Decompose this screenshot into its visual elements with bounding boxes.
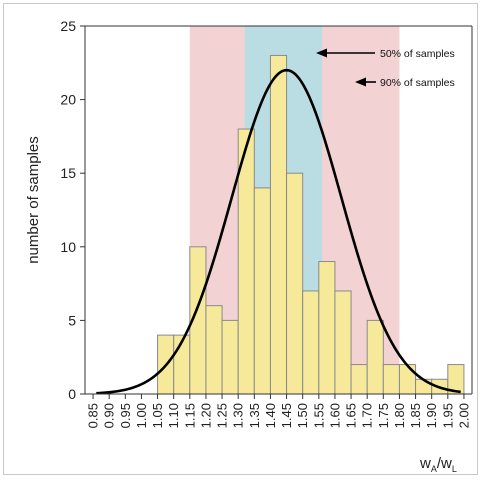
- y-tick-label-4: 20: [60, 92, 76, 108]
- bar-4: [221, 319, 239, 395]
- bar-8: [286, 172, 304, 395]
- y-tick-label-0: 0: [68, 386, 76, 402]
- x-tick-label-12: 1.45: [279, 403, 294, 428]
- x-tick-label-8: 1.25: [215, 403, 230, 428]
- axes: [84, 25, 473, 395]
- x-tick-label-1: 0.90: [102, 403, 117, 428]
- x-tick-label-22: 1.95: [440, 403, 455, 428]
- x-tick-label-18: 1.75: [376, 403, 391, 428]
- x-axis-label: wA/wL: [419, 455, 457, 474]
- bar-3: [205, 305, 223, 395]
- x-tick-label-6: 1.15: [182, 403, 197, 428]
- bar-11: [334, 290, 352, 395]
- x-tick-label-17: 1.70: [360, 403, 375, 428]
- bar-10: [318, 261, 336, 395]
- x-tick-label-7: 1.20: [198, 403, 213, 428]
- x-tick-label-10: 1.35: [247, 403, 262, 428]
- x-tick-label-20: 1.85: [408, 403, 423, 428]
- x-tick-label-3: 1.00: [134, 403, 149, 428]
- annotation-90-percent: 90% of samples: [355, 77, 455, 89]
- bar-16: [415, 378, 433, 395]
- x-ticks: 0.85 0.90 0.95 1.00 1.05 1.10 1.15 1.20 1.25 1.30…: [86, 394, 471, 428]
- x-tick-label-9: 1.30: [231, 403, 246, 428]
- label-50-percent: 50% of samples: [380, 48, 455, 60]
- x-tick-label-19: 1.80: [392, 403, 407, 428]
- bar-7: [269, 54, 288, 395]
- bar-15: [398, 364, 417, 395]
- y-tick-label-1: 5: [68, 312, 76, 328]
- bar-6: [253, 187, 271, 395]
- x-tick-label-21: 1.90: [424, 403, 439, 428]
- bar-13: [366, 319, 384, 395]
- arrow-90-head: [355, 77, 366, 87]
- histogram-bars: [157, 54, 465, 395]
- annotation-50-percent: 50% of samples: [316, 48, 455, 60]
- y-tick-label-2: 10: [60, 239, 76, 255]
- label-90-percent: 90% of samples: [380, 77, 455, 89]
- y-ticks: 0 5 10 15 20 25: [60, 18, 85, 402]
- y-tick-label-5: 25: [60, 18, 76, 34]
- bar-14: [382, 364, 400, 395]
- x-tick-label-0: 0.85: [86, 403, 101, 428]
- bar-12: [350, 364, 368, 395]
- x-tick-label-16: 1.65: [344, 403, 359, 428]
- y-axis-label: number of samples: [25, 136, 42, 264]
- x-tick-label-5: 1.10: [166, 403, 181, 428]
- x-tick-label-23: 2.00: [456, 403, 471, 428]
- y-tick-label-3: 15: [60, 165, 76, 181]
- x-tick-label-4: 1.05: [150, 403, 165, 428]
- x-tick-label-2: 0.95: [118, 403, 133, 428]
- x-tick-label-11: 1.40: [263, 403, 278, 428]
- chart-frame: [3, 3, 478, 475]
- x-tick-label-15: 1.60: [327, 403, 342, 428]
- fit-curve: [96, 68, 461, 395]
- x-tick-label-13: 1.50: [295, 403, 310, 428]
- arrow-50-head: [316, 48, 327, 58]
- x-tick-label-14: 1.55: [311, 403, 326, 428]
- bar-9: [302, 290, 320, 395]
